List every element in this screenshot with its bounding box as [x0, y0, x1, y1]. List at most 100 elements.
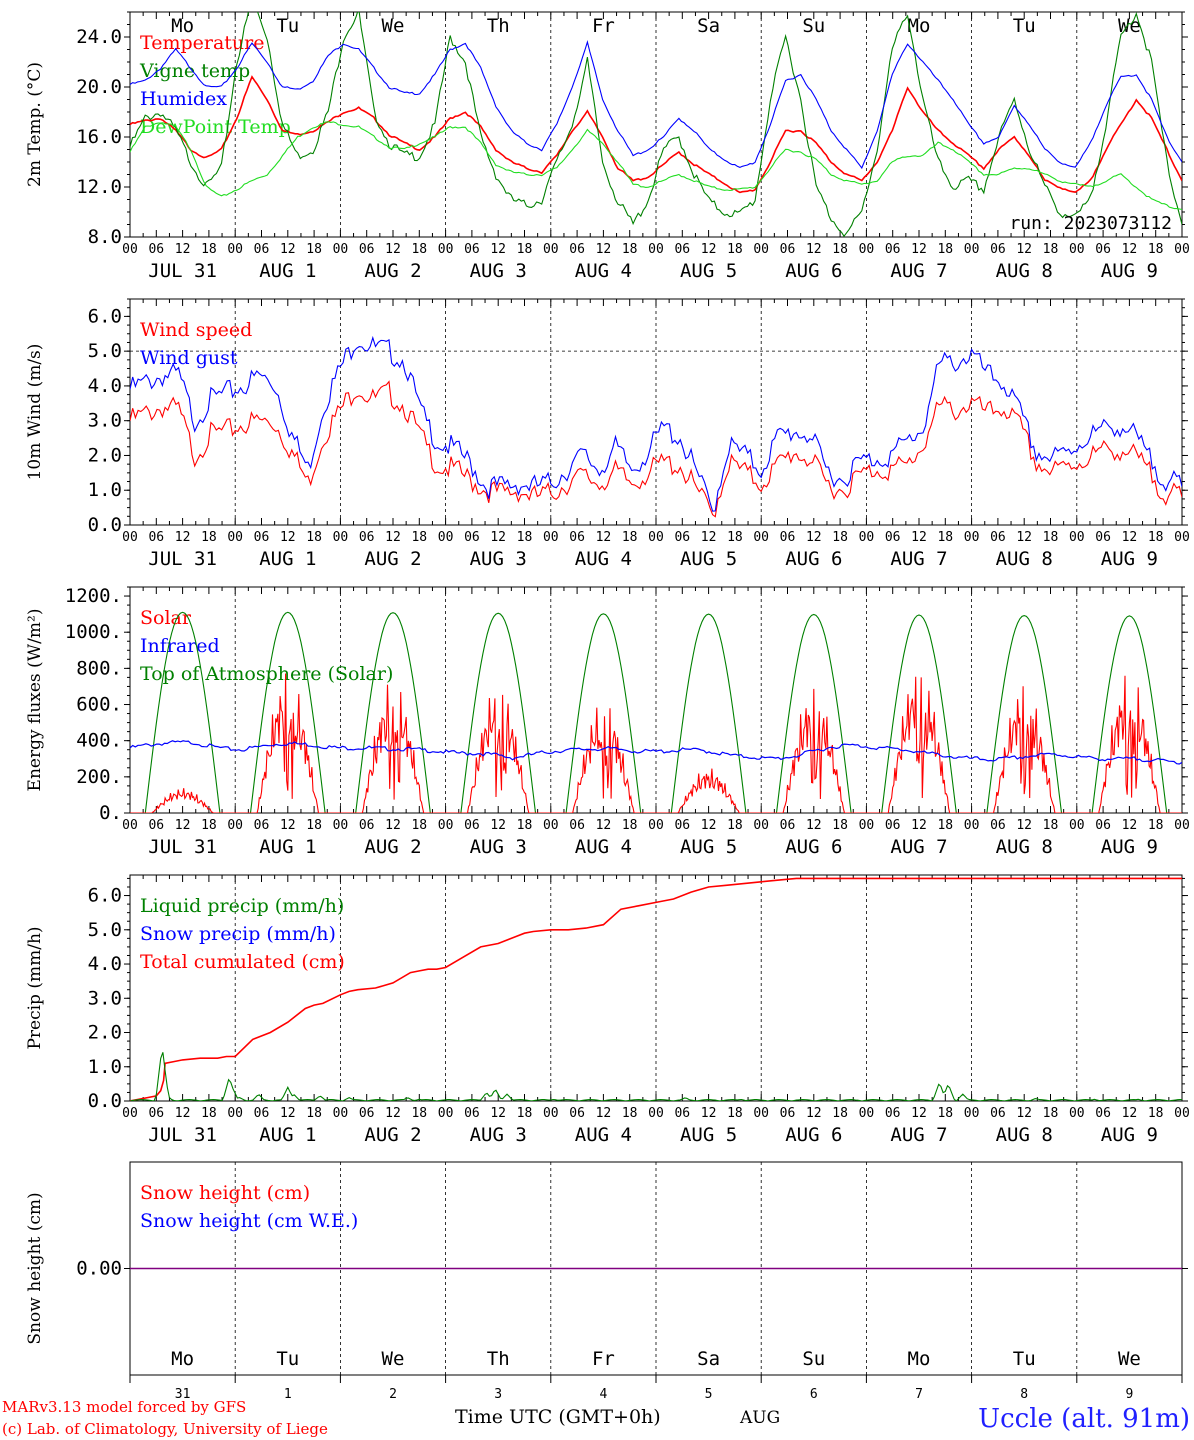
y-tick-label: 0. — [99, 802, 122, 824]
legend-entry: Snow precip (mm/h) — [140, 923, 336, 945]
hour-tick-label: 18 — [727, 530, 743, 545]
date-label: AUG 4 — [575, 548, 632, 570]
hour-tick-label: 00 — [1174, 530, 1190, 545]
y-tick-label: 3.0 — [88, 987, 122, 1009]
panel-1: 8.0 12.0 16.0 20.0 24.0 2m Temp. (°C) 00 06 12 18… — [25, 11, 1190, 282]
hour-tick-label: 00 — [859, 1106, 875, 1121]
hour-tick-label: 12 — [385, 1106, 401, 1121]
hour-tick-label: 00 — [333, 1106, 349, 1121]
legend-entry: Wind gust — [140, 347, 238, 369]
hour-tick-label: 00 — [122, 818, 138, 833]
legend-entry: Snow height (cm) — [140, 1182, 310, 1204]
hour-tick-label: 06 — [569, 818, 585, 833]
hour-tick-label: 18 — [1043, 818, 1059, 833]
hour-tick-label: 12 — [490, 818, 506, 833]
series-wind-speed — [130, 380, 1182, 518]
day-number-label: 9 — [1125, 1387, 1133, 1402]
hour-tick-label: 00 — [122, 242, 138, 257]
hour-tick-label: 00 — [438, 818, 454, 833]
date-label: AUG 8 — [996, 548, 1053, 570]
series-dewpoint-temp — [130, 121, 1182, 211]
date-label: AUG 1 — [259, 548, 316, 570]
hour-tick-label: 06 — [359, 530, 375, 545]
hour-tick-label: 06 — [885, 242, 901, 257]
hour-tick-label: 00 — [1069, 530, 1085, 545]
y-tick-label: 1.0 — [88, 1056, 122, 1078]
hour-tick-label: 00 — [648, 818, 664, 833]
hour-tick-label: 06 — [359, 818, 375, 833]
hour-tick-label: 06 — [1095, 530, 1111, 545]
series-toa-solar — [130, 611, 1182, 813]
date-label: AUG 4 — [575, 1124, 632, 1146]
hour-tick-label: 06 — [569, 242, 585, 257]
run-label: run: 2023073112 — [1009, 213, 1172, 234]
series-temperature — [130, 75, 1182, 194]
date-label: JUL 31 — [148, 260, 217, 282]
hour-tick-label: 00 — [1069, 818, 1085, 833]
hour-tick-label: 06 — [1095, 242, 1111, 257]
weekday-label: Mo — [908, 15, 931, 37]
hour-tick-label: 18 — [622, 242, 638, 257]
hour-tick-label: 12 — [280, 530, 296, 545]
hour-tick-label: 12 — [175, 818, 191, 833]
hour-tick-label: 18 — [622, 818, 638, 833]
hour-tick-label: 00 — [1069, 1106, 1085, 1121]
hour-tick-label: 00 — [227, 242, 243, 257]
y-tick-label: 8.0 — [88, 226, 122, 248]
hour-tick-label: 00 — [964, 1106, 980, 1121]
weekday-label: Su — [802, 15, 825, 37]
hour-tick-label: 06 — [780, 530, 796, 545]
date-label: AUG 6 — [785, 836, 842, 858]
weekday-label: Fr — [592, 1348, 615, 1370]
hour-tick-label: 00 — [543, 530, 559, 545]
y-tick-label: 0.00 — [76, 1258, 122, 1280]
legend-entry: Solar — [140, 607, 192, 629]
date-label: AUG 3 — [470, 260, 527, 282]
hour-tick-label: 06 — [780, 242, 796, 257]
hour-tick-label: 00 — [438, 1106, 454, 1121]
hour-tick-label: 18 — [517, 242, 533, 257]
hour-tick-label: 12 — [1122, 1106, 1138, 1121]
legend-entry: Liquid precip (mm/h) — [140, 895, 344, 917]
plot-area — [130, 12, 1182, 237]
date-label: AUG 9 — [1101, 548, 1158, 570]
y-tick-label: 0.0 — [88, 514, 122, 536]
hour-tick-label: 18 — [832, 1106, 848, 1121]
weekday-label: Tu — [1013, 1348, 1036, 1370]
hour-tick-label: 18 — [832, 530, 848, 545]
y-tick-label: 600. — [76, 694, 122, 716]
panel-4: 0.0 1.0 2.0 3.0 4.0 5.0 6.0 Precip (mm/h) 00 06 12… — [25, 874, 1190, 1146]
plot-area — [130, 335, 1182, 518]
date-label: AUG 4 — [575, 260, 632, 282]
weekday-label: Mo — [908, 1348, 931, 1370]
series-liquid-precip — [130, 1052, 1182, 1101]
y-axis-label: 10m Wind (m/s) — [25, 344, 45, 481]
hour-tick-label: 00 — [1174, 1106, 1190, 1121]
location-label: Uccle (alt. 91m) — [978, 1404, 1190, 1434]
hour-tick-label: 12 — [701, 530, 717, 545]
hour-tick-label: 00 — [964, 818, 980, 833]
hour-tick-label: 18 — [622, 1106, 638, 1121]
y-tick-label: 4.0 — [88, 375, 122, 397]
y-tick-label: 2.0 — [88, 444, 122, 466]
hour-tick-label: 18 — [1148, 1106, 1164, 1121]
y-tick-label: 400. — [76, 730, 122, 752]
hour-tick-label: 12 — [280, 818, 296, 833]
y-tick-label: 16.0 — [76, 126, 122, 148]
y-tick-label: 6.0 — [88, 305, 122, 327]
hour-tick-label: 12 — [806, 530, 822, 545]
date-label: AUG 2 — [364, 836, 421, 858]
y-tick-label: 12.0 — [76, 176, 122, 198]
hour-tick-label: 00 — [227, 818, 243, 833]
day-number-label: 7 — [915, 1387, 923, 1402]
hour-tick-label: 06 — [254, 818, 270, 833]
hour-tick-label: 00 — [859, 818, 875, 833]
hour-tick-label: 06 — [359, 242, 375, 257]
hour-tick-label: 18 — [727, 1106, 743, 1121]
weekday-label: We — [382, 1348, 405, 1370]
hour-tick-label: 00 — [753, 1106, 769, 1121]
weekday-label: Mo — [171, 15, 194, 37]
y-tick-label: 0.0 — [88, 1090, 122, 1112]
date-label: AUG 2 — [364, 1124, 421, 1146]
hour-tick-label: 00 — [122, 530, 138, 545]
